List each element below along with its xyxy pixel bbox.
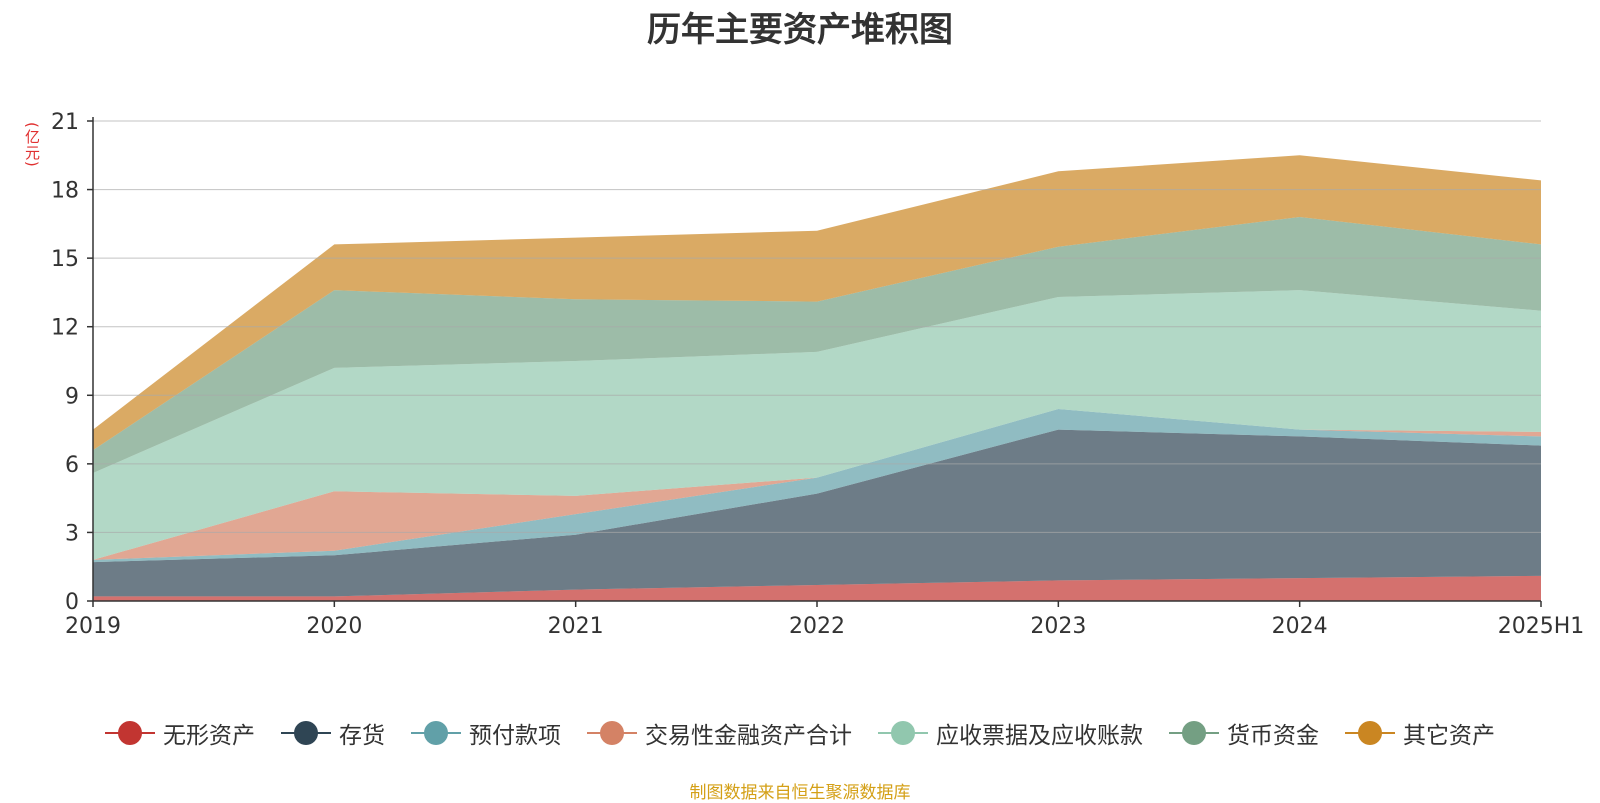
legend-item[interactable]: 存货 xyxy=(281,716,385,750)
legend-marker-icon xyxy=(281,720,331,746)
legend-item[interactable]: 预付款项 xyxy=(411,716,561,750)
legend-label: 交易性金融资产合计 xyxy=(645,723,852,749)
legend-item[interactable]: 交易性金融资产合计 xyxy=(587,716,852,750)
y-tick-label: 0 xyxy=(65,590,79,615)
legend-item[interactable]: 应收票据及应收账款 xyxy=(878,716,1143,750)
legend-marker-icon xyxy=(411,720,461,746)
y-axis-unit-label: (亿元) xyxy=(23,122,41,168)
y-tick-label: 21 xyxy=(51,110,79,135)
area-series-1 xyxy=(93,575,1541,601)
y-tick-label: 12 xyxy=(51,316,79,341)
legend-marker-icon xyxy=(105,720,155,746)
x-tick-label: 2021 xyxy=(548,614,604,639)
x-tick-label: 2025H1 xyxy=(1498,614,1585,639)
area-series-7 xyxy=(93,155,1541,451)
y-tick-label: 3 xyxy=(65,521,79,546)
chart-legend: 无形资产 存货 预付款项 交易性金融资产合计 应收票据及应收账款 货币资金 其它资产 xyxy=(0,716,1600,750)
legend-marker-icon xyxy=(587,720,637,746)
x-tick-label: 2019 xyxy=(65,614,121,639)
legend-marker-icon xyxy=(878,720,928,746)
legend-label: 其它资产 xyxy=(1403,723,1495,749)
legend-label: 存货 xyxy=(339,723,385,749)
area-series-2 xyxy=(93,429,1541,597)
legend-label: 预付款项 xyxy=(469,723,561,749)
legend-marker-icon xyxy=(1169,720,1219,746)
x-tick-label: 2023 xyxy=(1030,614,1086,639)
legend-label: 应收票据及应收账款 xyxy=(936,723,1143,749)
legend-label: 无形资产 xyxy=(163,723,255,749)
area-series-5 xyxy=(93,290,1541,560)
area-series-3 xyxy=(93,409,1541,563)
legend-label: 货币资金 xyxy=(1227,723,1319,749)
area-series-6 xyxy=(93,217,1541,473)
y-tick-label: 18 xyxy=(51,179,79,204)
legend-marker-icon xyxy=(1345,720,1395,746)
legend-item[interactable]: 无形资产 xyxy=(105,716,255,750)
chart-title: 历年主要资产堆积图 xyxy=(647,10,953,50)
x-tick-label: 2020 xyxy=(306,614,362,639)
y-tick-label: 6 xyxy=(65,453,79,478)
data-source-note: 制图数据来自恒生聚源数据库 xyxy=(689,783,911,803)
legend-item[interactable]: 其它资产 xyxy=(1345,716,1495,750)
y-tick-label: 15 xyxy=(51,247,79,272)
legend-item[interactable]: 货币资金 xyxy=(1169,716,1319,750)
area-series-4 xyxy=(93,409,1541,560)
x-tick-label: 2024 xyxy=(1272,614,1328,639)
y-tick-label: 9 xyxy=(65,384,79,409)
x-tick-label: 2022 xyxy=(789,614,845,639)
